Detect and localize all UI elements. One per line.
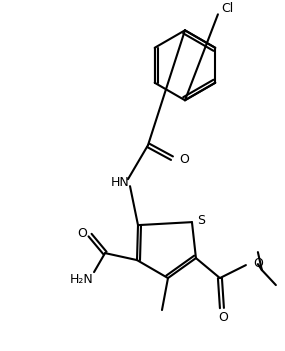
Text: O: O [77,227,87,240]
Text: S: S [197,214,205,227]
Text: HN: HN [111,176,129,189]
Text: O: O [179,153,189,166]
Text: H₂N: H₂N [70,273,94,286]
Text: O: O [218,311,228,324]
Text: O: O [253,257,263,270]
Text: Cl: Cl [221,2,233,15]
